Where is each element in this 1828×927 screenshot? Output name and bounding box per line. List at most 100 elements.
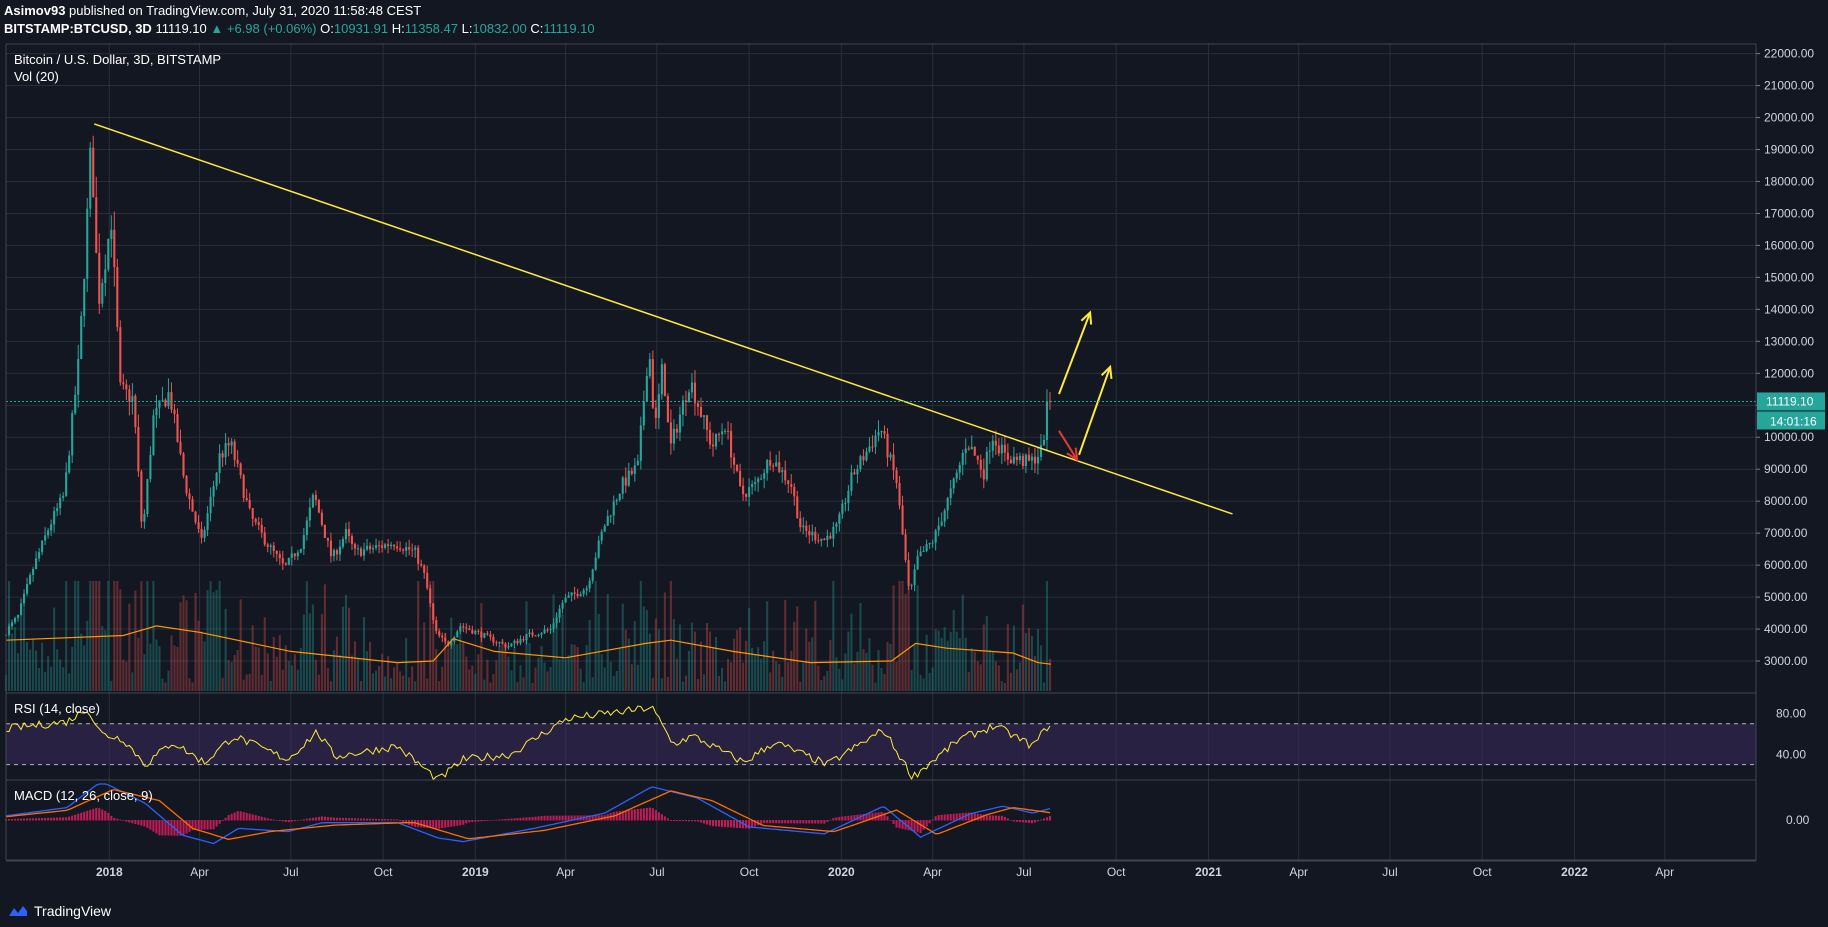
macd-hist-bar xyxy=(730,820,733,828)
candle-body xyxy=(260,524,263,533)
macd-hist-bar xyxy=(817,820,820,824)
arrow-shaft[interactable] xyxy=(1078,366,1112,456)
time-axis[interactable]: 2018 Apr Jul Oct 2019 Apr Jul Oct 2020 Apr Jul Oct 2… xyxy=(6,860,1756,879)
macd-hist-bar xyxy=(13,818,17,821)
volume-bar xyxy=(705,622,709,691)
candle-body xyxy=(835,523,838,527)
volume-bar xyxy=(329,681,332,691)
candle-body xyxy=(432,603,435,621)
candle-body xyxy=(805,525,808,532)
candle-body xyxy=(943,510,946,522)
projection-arrows[interactable] xyxy=(1058,310,1113,462)
y-tick-label: 19000.00 xyxy=(1764,143,1814,157)
y-tick-label: 9000.00 xyxy=(1764,462,1808,476)
volume-bar xyxy=(167,670,170,691)
volume-bar xyxy=(453,644,456,691)
candle-body xyxy=(967,448,970,450)
candle-body xyxy=(254,518,257,523)
volume-bar xyxy=(630,664,633,691)
volume-bar xyxy=(648,633,651,691)
candle-body xyxy=(567,595,570,598)
macd-hist-bar xyxy=(281,820,284,822)
macd-hist-bar xyxy=(618,811,621,821)
candle-body xyxy=(763,473,766,479)
arrow-head[interactable] xyxy=(1100,364,1113,379)
macd-hist-bar xyxy=(396,819,399,821)
candle-body xyxy=(10,622,14,627)
macd-hist-bar xyxy=(257,815,260,821)
macd-hist-bar xyxy=(450,820,453,827)
macd-hist-bar xyxy=(128,820,131,823)
candle-body xyxy=(71,413,74,456)
x-tick-label: Jul xyxy=(1382,865,1397,879)
candle-body xyxy=(269,545,272,547)
volume-bar xyxy=(444,632,447,691)
volume-bar xyxy=(919,674,922,691)
macd-hist-bar xyxy=(925,820,928,827)
candle-body xyxy=(13,617,17,623)
arrow-shaft[interactable] xyxy=(1058,430,1078,461)
macd-hist-bar xyxy=(341,817,345,821)
candle-body xyxy=(203,530,206,538)
arrow-head[interactable] xyxy=(1080,310,1093,325)
macd-hist-bar xyxy=(95,807,98,821)
volume-bar xyxy=(907,581,910,691)
macd-hist-bar xyxy=(197,820,200,830)
arrow-shaft[interactable] xyxy=(1058,312,1092,395)
candle-body xyxy=(384,544,387,548)
macd-hist-bar xyxy=(26,818,29,821)
footer-brand[interactable]: TradingView xyxy=(8,903,111,919)
candle-body xyxy=(344,529,348,540)
arrow-head[interactable] xyxy=(1066,447,1079,462)
candle-body xyxy=(720,431,724,435)
macd-hist-bar xyxy=(239,811,242,821)
main-title: Bitcoin / U.S. Dollar, 3D, BITSTAMP xyxy=(14,52,221,67)
candle-body xyxy=(717,433,721,435)
volume-bar xyxy=(161,678,164,691)
macd-hist-bar xyxy=(693,820,697,822)
macd-hist-bar xyxy=(943,814,946,821)
volume-bar xyxy=(335,636,338,691)
macd-hist-bar xyxy=(654,810,657,821)
candle-body xyxy=(7,626,11,635)
volume-bar xyxy=(555,614,558,691)
candle-body xyxy=(113,229,116,268)
volume-bar xyxy=(949,631,952,691)
volume-bar xyxy=(519,664,522,691)
candle-body xyxy=(880,431,883,433)
candle-body xyxy=(134,395,137,428)
y-tick-label: 6000.00 xyxy=(1764,558,1808,572)
volume-bar xyxy=(197,620,200,691)
macd-hist-bar xyxy=(504,819,507,821)
macd-hist-bar xyxy=(687,820,691,822)
candle-body xyxy=(402,549,405,551)
price-axis[interactable]: 22000.00 21000.00 20000.00 19000.00 18000.00… xyxy=(1756,47,1814,827)
candle-body xyxy=(976,455,979,460)
candle-body xyxy=(281,558,284,564)
volume-bar xyxy=(690,622,694,691)
volume-bar xyxy=(83,645,86,691)
candle-body xyxy=(991,440,994,451)
volume-bar xyxy=(778,663,781,691)
macd-hist-bar xyxy=(347,818,351,821)
volume-bar xyxy=(284,645,287,691)
candle-body xyxy=(913,569,916,586)
macd-hist-bar xyxy=(769,820,772,824)
volume-bar xyxy=(868,638,871,691)
candle-body xyxy=(633,465,636,474)
candle-body xyxy=(510,643,513,647)
volume-bar xyxy=(793,621,796,691)
macd-hist-bar xyxy=(621,810,624,821)
volume-bar xyxy=(982,624,985,691)
candle-body xyxy=(657,394,660,418)
trendline[interactable] xyxy=(94,123,1233,515)
macd-hist-bar xyxy=(1021,820,1024,823)
candle-body xyxy=(877,432,880,436)
candle-body xyxy=(898,483,901,506)
macd-hist-bar xyxy=(332,817,335,821)
volume-bar xyxy=(468,669,471,691)
volume-bar xyxy=(56,649,59,691)
candle-body xyxy=(778,462,781,473)
candle-body xyxy=(341,539,345,547)
